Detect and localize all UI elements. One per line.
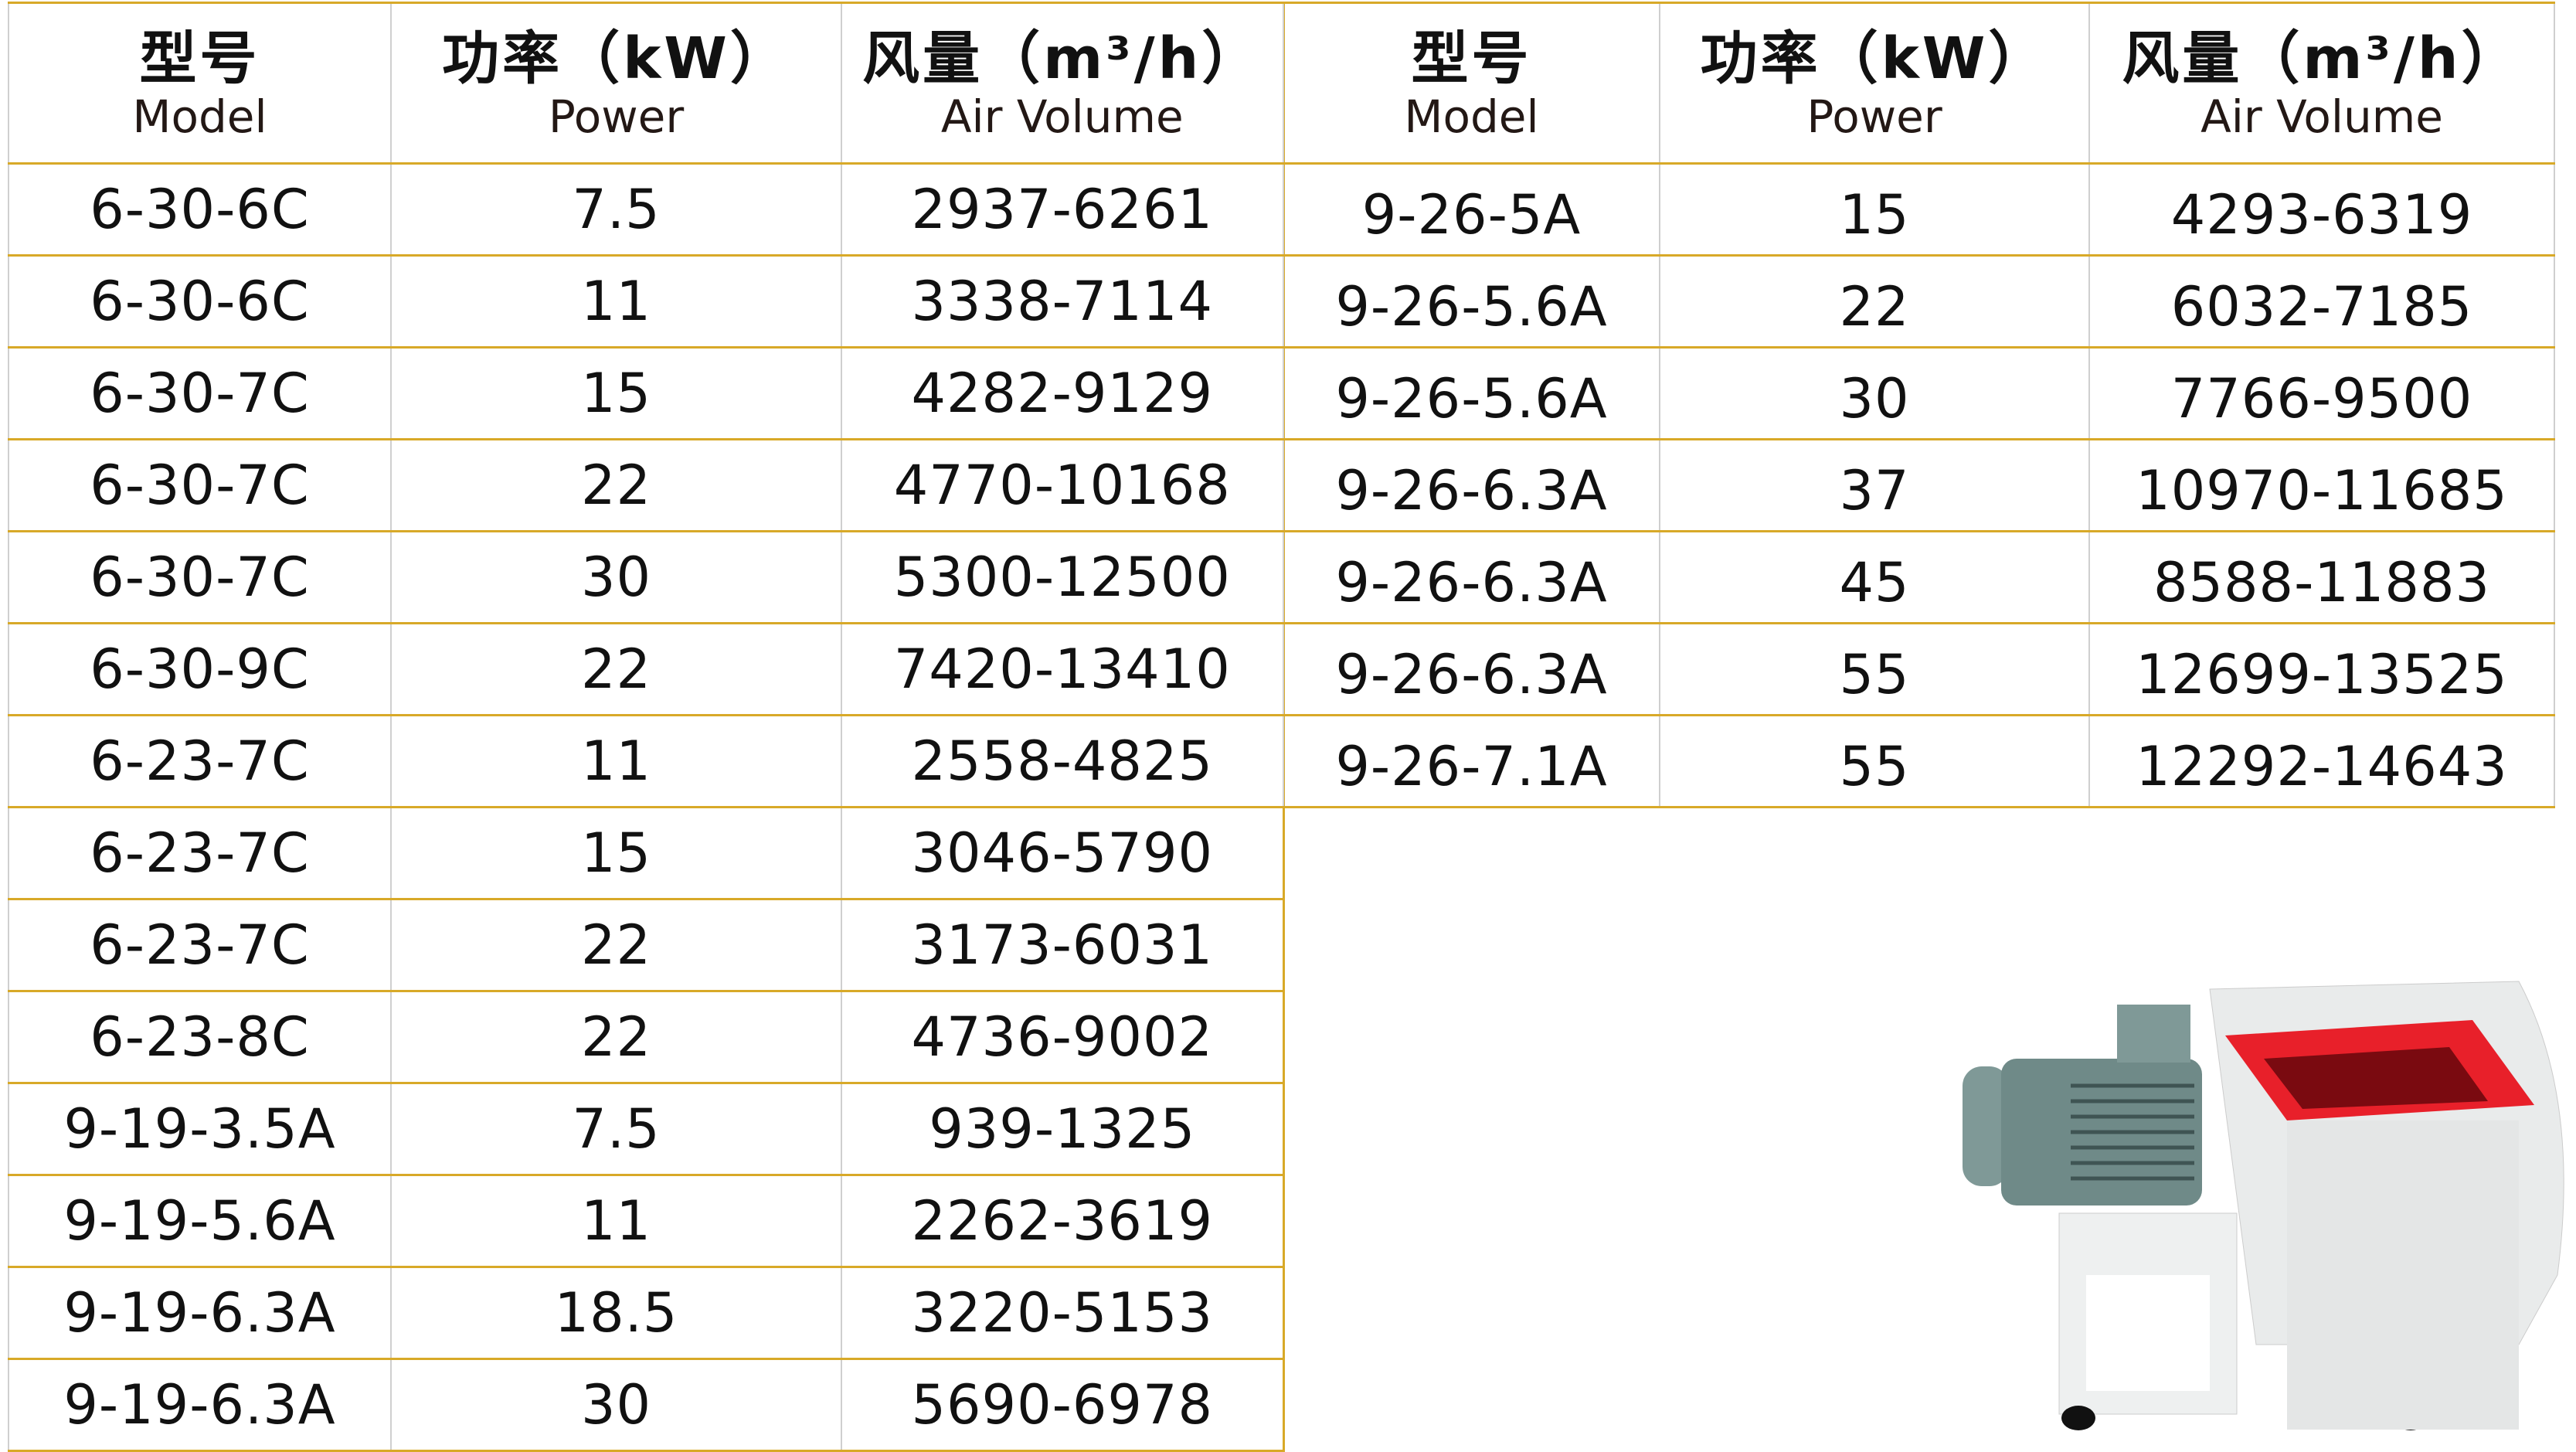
cell-air: 10970-11685 (2088, 438, 2555, 532)
cell-air: 2937-6261 (841, 162, 1285, 257)
table-row: 9-26-6.3A 45 8588-11883 (1283, 530, 2555, 624)
cell-power: 11 (390, 254, 842, 349)
cell-power: 55 (1659, 714, 2090, 808)
table-row: 9-19-6.3A 30 5690-6978 (8, 1358, 1285, 1452)
header-model: 型号 Model (8, 2, 392, 165)
header-model: 型号 Model (1283, 2, 1660, 165)
table-row: 6-30-7C 15 4282-9129 (8, 346, 1285, 440)
cell-model: 6-30-7C (8, 438, 392, 532)
cell-model: 6-30-7C (8, 530, 392, 624)
cell-model: 6-30-7C (8, 346, 392, 440)
cell-model: 6-23-8C (8, 990, 392, 1084)
centrifugal-fan-image (1963, 981, 2564, 1430)
cell-power: 15 (390, 346, 842, 440)
cell-power: 30 (390, 1358, 842, 1452)
cell-air: 4293-6319 (2088, 162, 2555, 257)
fan-housing (2209, 981, 2564, 1430)
table-row: 6-30-7C 22 4770-10168 (8, 438, 1285, 532)
cell-air: 5690-6978 (841, 1358, 1285, 1452)
cell-power: 30 (1659, 346, 2090, 440)
cell-power: 15 (1659, 162, 2090, 257)
cell-air: 8588-11883 (2088, 530, 2555, 624)
motor (1963, 1005, 2202, 1205)
cell-power: 37 (1659, 438, 2090, 532)
spec-table-left: 型号 Model 功率（kW） Power 风量（m³/h） Air Volume 6… (8, 2, 1285, 1452)
cell-air: 12699-13525 (2088, 622, 2555, 716)
spec-table-right: 型号 Model 功率（kW） Power 风量（m³/h） Air Volume 9… (1283, 2, 2555, 808)
table-row: 6-30-6C 7.5 2937-6261 (8, 162, 1285, 257)
cell-power: 7.5 (390, 1082, 842, 1176)
header-row: 型号 Model 功率（kW） Power 风量（m³/h） Air Volume (8, 2, 1285, 165)
header-power: 功率（kW） Power (1659, 2, 2090, 165)
cell-air: 4736-9002 (841, 990, 1285, 1084)
table-row: 6-30-7C 30 5300-12500 (8, 530, 1285, 624)
cell-air: 7420-13410 (841, 622, 1285, 716)
table-row: 9-26-6.3A 55 12699-13525 (1283, 622, 2555, 716)
cell-air: 5300-12500 (841, 530, 1285, 624)
table-row: 9-19-6.3A 18.5 3220-5153 (8, 1266, 1285, 1360)
cell-air: 7766-9500 (2088, 346, 2555, 440)
table-row: 6-23-7C 22 3173-6031 (8, 898, 1285, 992)
cell-power: 18.5 (390, 1266, 842, 1360)
cell-power: 30 (390, 530, 842, 624)
cell-air: 3173-6031 (841, 898, 1285, 992)
cell-air: 4282-9129 (841, 346, 1285, 440)
table-row: 9-26-5A 15 4293-6319 (1283, 162, 2555, 257)
cell-air: 3046-5790 (841, 806, 1285, 900)
fan-base (2058, 1212, 2428, 1430)
table-row: 6-30-9C 22 7420-13410 (8, 622, 1285, 716)
cell-power: 55 (1659, 622, 2090, 716)
table-row: 9-26-6.3A 37 10970-11685 (1283, 438, 2555, 532)
table-row: 9-26-5.6A 22 6032-7185 (1283, 254, 2555, 349)
cell-model: 6-23-7C (8, 898, 392, 992)
cell-power: 7.5 (390, 162, 842, 257)
cell-air: 6032-7185 (2088, 254, 2555, 349)
cell-model: 9-26-6.3A (1283, 622, 1660, 716)
cell-air: 4770-10168 (841, 438, 1285, 532)
header-air-volume: 风量（m³/h） Air Volume (2088, 2, 2555, 165)
cell-power: 22 (390, 438, 842, 532)
cell-power: 11 (390, 1174, 842, 1268)
cell-air: 3338-7114 (841, 254, 1285, 349)
table-row: 9-26-7.1A 55 12292-14643 (1283, 714, 2555, 808)
header-row: 型号 Model 功率（kW） Power 风量（m³/h） Air Volume (1283, 2, 2555, 165)
table-row: 9-19-5.6A 11 2262-3619 (8, 1174, 1285, 1268)
cell-model: 6-30-9C (8, 622, 392, 716)
cell-air: 2262-3619 (841, 1174, 1285, 1268)
cell-model: 6-23-7C (8, 806, 392, 900)
cell-model: 9-26-5.6A (1283, 346, 1660, 440)
cell-model: 9-26-6.3A (1283, 438, 1660, 532)
cell-model: 6-30-6C (8, 162, 392, 257)
cell-model: 9-19-6.3A (8, 1358, 392, 1452)
cell-power: 45 (1659, 530, 2090, 624)
cell-power: 22 (390, 898, 842, 992)
table-row: 6-30-6C 11 3338-7114 (8, 254, 1285, 349)
cell-model: 9-26-5A (1283, 162, 1660, 257)
cell-power: 22 (390, 622, 842, 716)
header-air-volume: 风量（m³/h） Air Volume (841, 2, 1285, 165)
table-row: 9-26-5.6A 30 7766-9500 (1283, 346, 2555, 440)
table-row: 6-23-7C 15 3046-5790 (8, 806, 1285, 900)
cell-model: 9-26-6.3A (1283, 530, 1660, 624)
cell-model: 9-26-5.6A (1283, 254, 1660, 349)
cell-model: 9-19-5.6A (8, 1174, 392, 1268)
cell-model: 9-19-6.3A (8, 1266, 392, 1360)
cell-air: 3220-5153 (841, 1266, 1285, 1360)
cell-model: 6-30-6C (8, 254, 392, 349)
table-row: 6-23-7C 11 2558-4825 (8, 714, 1285, 808)
cell-model: 6-23-7C (8, 714, 392, 808)
cell-power: 11 (390, 714, 842, 808)
table-row: 9-19-3.5A 7.5 939-1325 (8, 1082, 1285, 1176)
cell-model: 9-19-3.5A (8, 1082, 392, 1176)
cell-power: 22 (1659, 254, 2090, 349)
header-power: 功率（kW） Power (390, 2, 842, 165)
cell-power: 22 (390, 990, 842, 1084)
cell-air: 939-1325 (841, 1082, 1285, 1176)
cell-air: 2558-4825 (841, 714, 1285, 808)
cell-power: 15 (390, 806, 842, 900)
cell-air: 12292-14643 (2088, 714, 2555, 808)
cell-model: 9-26-7.1A (1283, 714, 1660, 808)
table-row: 6-23-8C 22 4736-9002 (8, 990, 1285, 1084)
